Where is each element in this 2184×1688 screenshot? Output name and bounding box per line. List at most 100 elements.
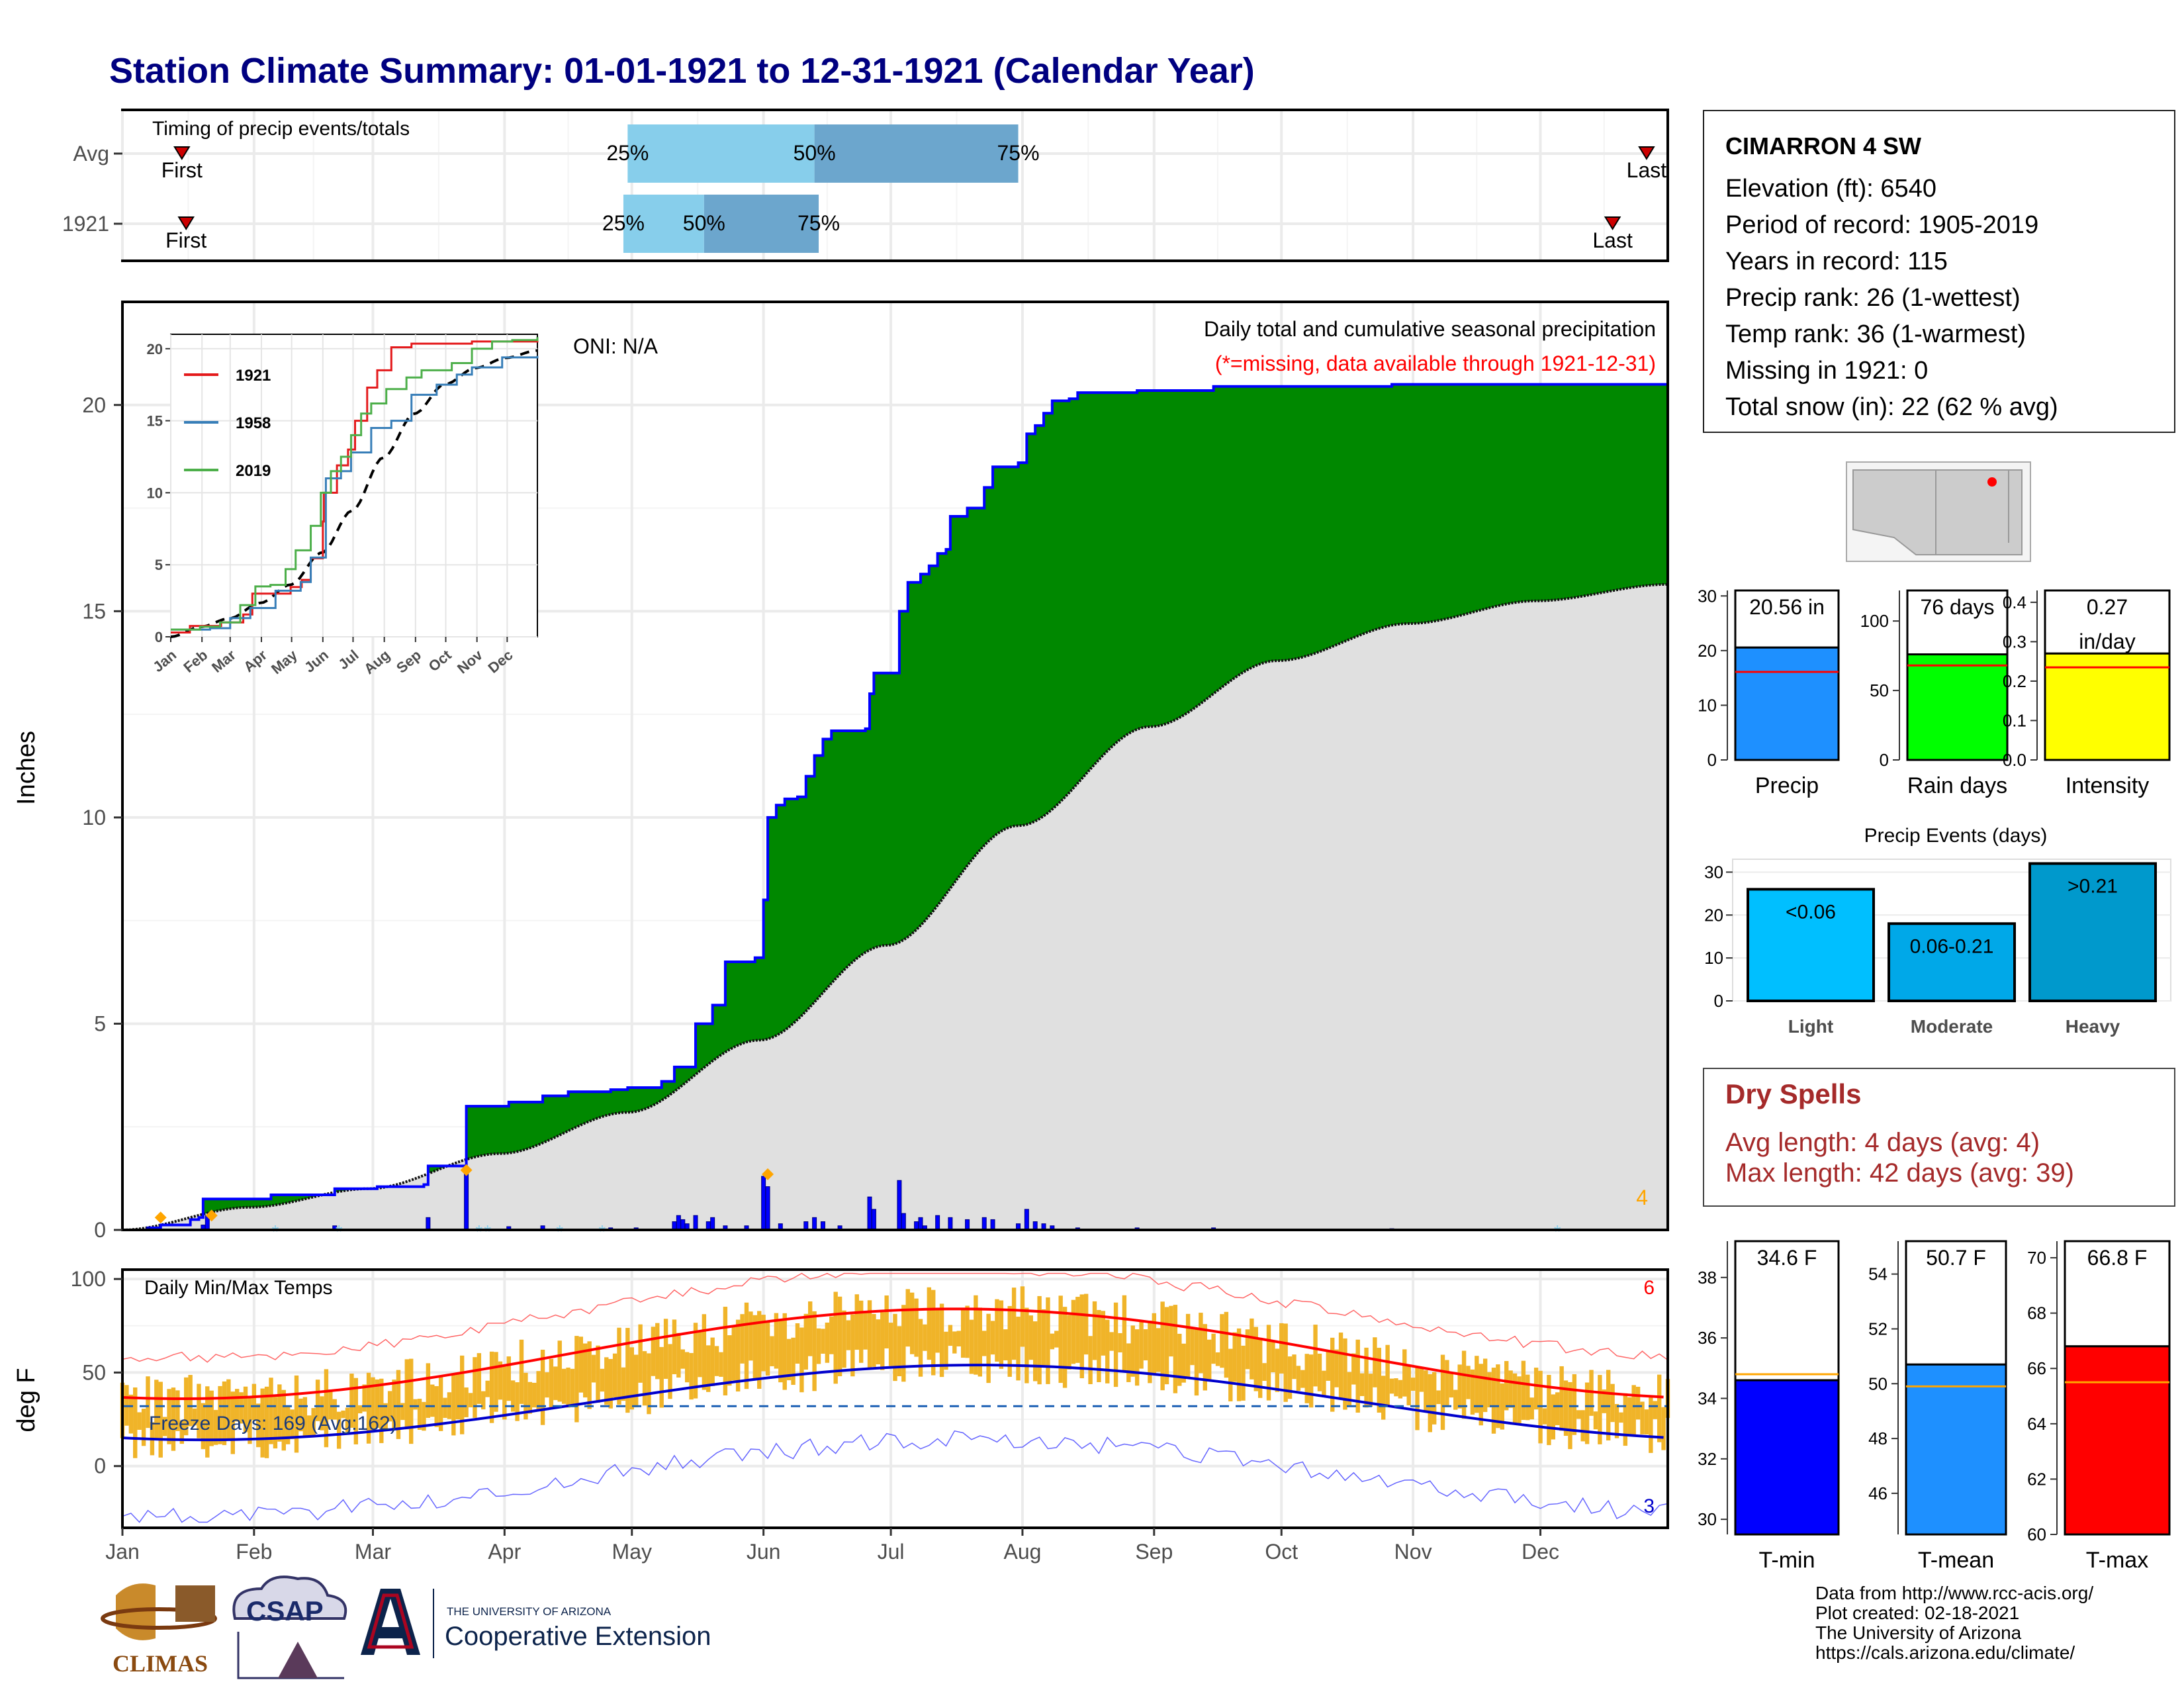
daily-temp-range-bar xyxy=(1016,1317,1021,1381)
daily-temp-range-bar xyxy=(1113,1302,1118,1387)
daily-temp-range-bar xyxy=(944,1331,948,1370)
precip-summary-bars: 0 10 20 30 20.56 in Precip 0 50 100 76 days Rain d… xyxy=(1698,586,2171,798)
extreme-precip-marker xyxy=(154,1211,167,1224)
daily-temp-range-bar xyxy=(1351,1353,1356,1385)
daily-temp-range-bar xyxy=(684,1352,690,1383)
daily-temp-range-bar xyxy=(422,1401,426,1431)
daily-temp-range-bar xyxy=(396,1370,401,1439)
daily-temp-range-bar xyxy=(311,1408,316,1437)
daily-temp-range-bar xyxy=(1224,1311,1229,1378)
precip-events-y-tick-label: 30 xyxy=(1704,862,1723,882)
daily-temp-range-bar xyxy=(1054,1331,1059,1348)
daily-temp-range-bar xyxy=(1122,1295,1127,1371)
temp-y-tick-label: 100 xyxy=(71,1267,106,1291)
missing-day-marker: * xyxy=(475,1221,482,1242)
daily-temp-range-bar xyxy=(939,1303,944,1378)
daily-temp-range-bar xyxy=(1385,1344,1390,1407)
inset-y-tick-label: 15 xyxy=(147,413,163,430)
daily-temp-range-bar xyxy=(336,1411,341,1449)
station-info-line: Total snow (in): 22 (62 % avg) xyxy=(1725,393,2058,421)
daily-temp-range-bar xyxy=(557,1340,562,1402)
daily-temp-range-bar xyxy=(464,1387,469,1417)
station-info-lines: Elevation (ft): 6540 Period of record: 19… xyxy=(1725,171,2174,426)
timing-first-marker xyxy=(177,216,195,230)
daily-temp-range-bar xyxy=(1245,1329,1250,1370)
daily-temp-range-bar xyxy=(1326,1350,1331,1381)
missing-day-marker: * xyxy=(598,1221,606,1242)
daily-precip-bar xyxy=(897,1180,902,1231)
summary-y-tick-label: 50 xyxy=(1868,1374,1888,1393)
inset-legend-label: 2019 xyxy=(236,462,271,480)
daily-temp-range-bar xyxy=(714,1346,719,1376)
precip-y-tick-label: 5 xyxy=(94,1011,106,1035)
daily-precip-bar xyxy=(676,1215,681,1231)
daily-temp-range-bar xyxy=(1007,1305,1012,1377)
daily-temp-range-bar xyxy=(778,1319,783,1383)
daily-temp-range-bar xyxy=(137,1412,142,1430)
daily-temp-range-bar xyxy=(689,1352,694,1400)
daily-temp-range-bar xyxy=(587,1341,592,1409)
missing-day-marker: * xyxy=(556,1221,563,1242)
month-tick-label: Feb xyxy=(236,1540,272,1564)
daily-temp-range-bar xyxy=(1415,1366,1420,1430)
summary-y-tick-label: 54 xyxy=(1868,1264,1888,1284)
daily-temp-range-bar xyxy=(1109,1332,1114,1351)
daily-temp-range-bar xyxy=(1152,1313,1157,1374)
daily-temp-range-bar xyxy=(332,1399,337,1420)
daily-temp-range-bar xyxy=(1139,1319,1144,1369)
daily-temp-range-bar xyxy=(1470,1369,1475,1415)
timing-q75-label: 75% xyxy=(797,211,840,235)
missing-day-marker: * xyxy=(336,1221,343,1242)
extreme-precip-marker xyxy=(762,1168,774,1180)
daily-temp-range-bar xyxy=(1075,1297,1080,1363)
summary-y-tick-label: 30 xyxy=(1698,586,1717,606)
daily-temp-range-bar xyxy=(1457,1364,1462,1409)
summary-y-tick-label: 68 xyxy=(2027,1303,2046,1323)
daily-temp-range-bar xyxy=(1479,1364,1483,1426)
precip-y-tick-label: 10 xyxy=(82,806,106,829)
daily-temp-range-bar xyxy=(867,1300,872,1369)
daily-temp-range-bar xyxy=(1504,1361,1509,1411)
daily-temp-range-bar xyxy=(978,1307,982,1377)
daily-temp-range-bar xyxy=(1576,1410,1581,1419)
daily-temp-range-bar xyxy=(494,1352,498,1412)
daily-temp-range-bar xyxy=(710,1337,715,1386)
timing-first-label: First xyxy=(161,158,203,182)
daily-temp-range-bar xyxy=(1308,1354,1314,1408)
dry-spells-max: Max length: 42 days (avg: 39) xyxy=(1725,1158,2074,1188)
daily-temp-range-bar xyxy=(600,1368,605,1392)
daily-temp-range-bar xyxy=(561,1368,567,1404)
station-name: CIMARRON 4 SW xyxy=(1725,132,1921,160)
csap-logo: CSAP xyxy=(232,1575,347,1679)
daily-temp-range-bar xyxy=(358,1405,363,1414)
daily-temp-range-bar xyxy=(668,1344,672,1399)
precip-events-y-tick-label: 0 xyxy=(1714,991,1723,1011)
summary-bar-label: T-max xyxy=(2086,1548,2148,1573)
daily-temp-range-bar xyxy=(1568,1382,1572,1450)
daily-temp-range-bar xyxy=(1130,1325,1135,1377)
inset-legend-label: 1958 xyxy=(236,414,271,432)
daily-temp-range-bar xyxy=(1283,1323,1288,1402)
summary-value-box xyxy=(1905,1240,2007,1366)
daily-temp-range-bar xyxy=(757,1311,762,1389)
daily-temp-range-bar xyxy=(1071,1299,1076,1364)
daily-temp-range-bar xyxy=(1156,1328,1161,1372)
daily-precip-bar xyxy=(901,1213,906,1231)
daily-temp-range-bar xyxy=(1525,1374,1530,1421)
precip-event-bar-light xyxy=(1747,888,1875,1002)
freeze-days-label: Freeze Days: 169 (Avg:162) xyxy=(149,1413,397,1434)
daily-temp-range-bar xyxy=(1232,1332,1237,1382)
precip-panel-subtitle: (*=missing, data available through 1921-… xyxy=(1215,352,1656,375)
daily-temp-range-bar xyxy=(1046,1297,1050,1384)
daily-temp-range-bar xyxy=(1440,1354,1445,1430)
precip-event-bar-moderate xyxy=(1888,922,2016,1002)
summary-y-tick-label: 50 xyxy=(1870,680,1889,700)
daily-temp-range-bar xyxy=(1661,1407,1666,1450)
month-tick-label: Nov xyxy=(1394,1540,1432,1564)
daily-temp-range-bar xyxy=(404,1359,409,1430)
extreme-precip-marker xyxy=(460,1164,473,1176)
daily-precip-bar xyxy=(426,1217,431,1231)
daily-temp-range-bar xyxy=(1148,1320,1152,1383)
month-tick-label: Jun xyxy=(747,1540,781,1564)
daily-temp-range-bar xyxy=(1199,1313,1203,1374)
